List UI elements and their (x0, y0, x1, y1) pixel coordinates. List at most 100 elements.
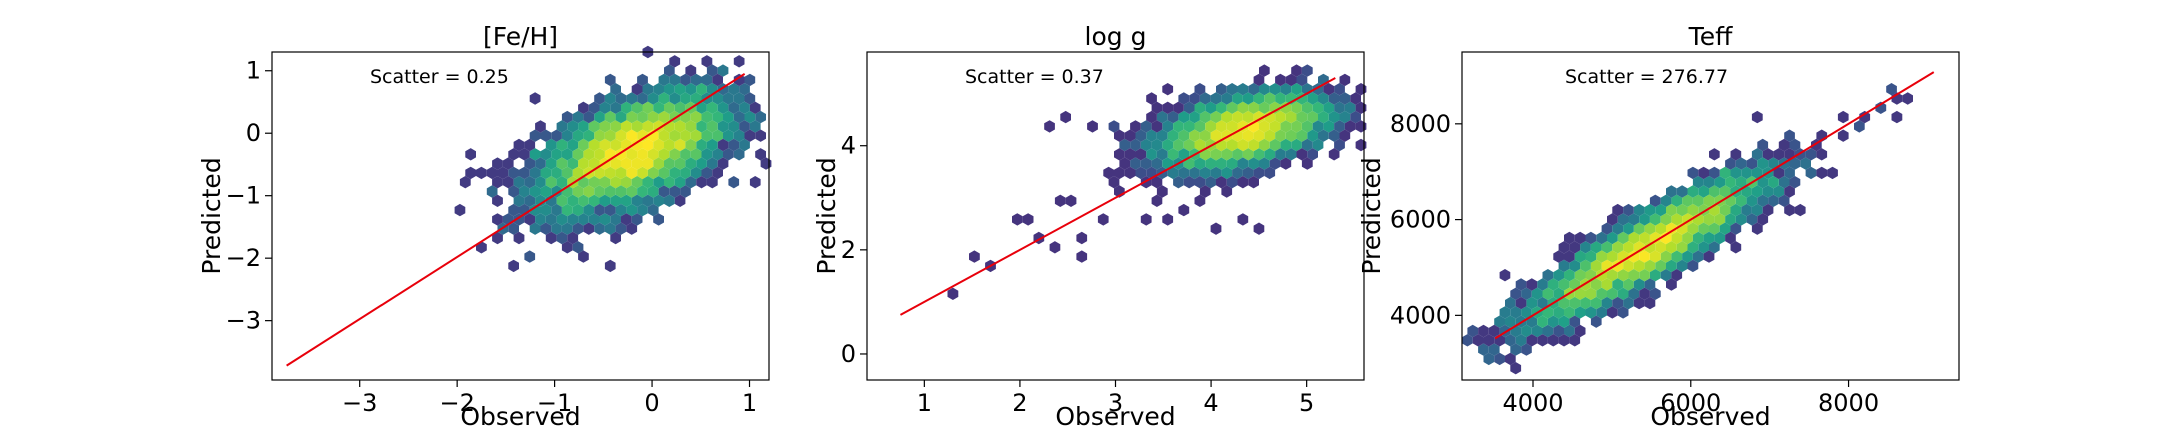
hex-bin (535, 176, 546, 189)
hex-bin (1778, 176, 1790, 189)
hex-bin (1012, 213, 1023, 226)
hex-bin (1837, 129, 1849, 142)
hex-bin (1660, 250, 1672, 263)
hex-bin (1259, 157, 1270, 170)
hex-bin (1628, 269, 1640, 282)
y-tick-label: 8000 (1390, 110, 1451, 138)
hex-bin (658, 148, 670, 161)
y-ticks: −3 −2 −1 0 1 (226, 57, 272, 335)
hex-bin (1355, 138, 1367, 152)
hex-bin (1655, 259, 1666, 273)
hex-bin (1639, 250, 1650, 263)
hex-bin (637, 73, 648, 87)
hex-bin (610, 231, 621, 245)
hex-bin (1259, 83, 1270, 96)
hex-bin (1178, 129, 1190, 142)
hex-bin (1735, 194, 1747, 207)
hex-bin (588, 120, 600, 133)
hex-bin (508, 185, 519, 198)
hex-bin (604, 92, 616, 105)
hex-bin (1607, 269, 1618, 282)
hex-bin (561, 241, 573, 254)
hex-bin (1521, 324, 1532, 338)
hex-bin (706, 64, 718, 77)
hex-bin (529, 148, 541, 161)
hex-bin (1617, 269, 1629, 282)
hex-bin (1617, 306, 1629, 319)
hex-bin (1210, 92, 1222, 105)
x-tick-label: 0 (644, 389, 659, 417)
hex-bin (1585, 231, 1597, 245)
hex-bin (647, 166, 659, 180)
hex-bin (739, 120, 750, 133)
hex-bin (1499, 306, 1511, 319)
hex-bin (567, 194, 579, 207)
hex-bin (621, 157, 632, 170)
hex-bin (1328, 148, 1340, 161)
fit-line (286, 73, 746, 367)
hex-bin (492, 231, 503, 245)
hex-bin (1730, 148, 1742, 161)
hex-bin (1210, 110, 1222, 124)
hex-bin (1558, 296, 1570, 310)
hex-bin (508, 259, 519, 273)
hex-bin (1617, 231, 1629, 245)
hex-bin (1312, 120, 1324, 133)
hex-bin (1762, 148, 1774, 161)
y-tick-label: −3 (226, 307, 261, 335)
hex-bin (685, 120, 697, 133)
chart-title: log g (1085, 22, 1147, 51)
hex-bin (540, 129, 552, 142)
hex-bin (1773, 166, 1785, 180)
hex-bin (583, 148, 595, 161)
hex-bin (1687, 259, 1699, 273)
hex-bin (1902, 92, 1913, 105)
hex-bin (674, 101, 686, 114)
hex-bin (1773, 148, 1785, 161)
hex-bin (556, 194, 568, 207)
hex-bin (1660, 231, 1672, 245)
x-tick-label: 5 (1299, 389, 1314, 417)
x-axis-label: Observed (1650, 402, 1770, 431)
hex-bin (1205, 176, 1216, 189)
hex-bin (1226, 101, 1238, 114)
hex-bin (1173, 138, 1184, 152)
hex-bin (642, 101, 654, 114)
hex-bin (1151, 138, 1163, 152)
hex-bin (653, 213, 664, 226)
hex-bin (642, 83, 654, 96)
hex-bin (524, 250, 536, 263)
hex-bin (674, 120, 686, 133)
hex-bin (561, 203, 573, 217)
hex-bin (669, 185, 681, 198)
hex-bin (1687, 241, 1699, 254)
hex-bin (706, 157, 718, 170)
hex-bin (1280, 120, 1292, 133)
hex-bin (1253, 73, 1265, 87)
hex-bin (599, 213, 611, 226)
hex-bin (1140, 120, 1152, 133)
hex-bin (1778, 138, 1790, 152)
hex-bin (626, 92, 638, 105)
hex-bin (1162, 138, 1174, 152)
hex-bin (717, 101, 729, 114)
hex-bin (1183, 120, 1195, 133)
plot-area (1462, 71, 1935, 375)
hex-bin (1334, 120, 1345, 133)
hex-bin (615, 203, 627, 217)
hex-bin (610, 120, 621, 133)
hex-bin (1339, 73, 1351, 87)
hex-bin (631, 157, 643, 170)
hex-bin (621, 120, 632, 133)
hex-bin (1649, 269, 1661, 282)
hex-bin (1167, 166, 1179, 180)
hex-bin (1323, 83, 1335, 96)
hex-bin (1280, 157, 1292, 170)
hex-bin (1574, 250, 1586, 263)
hex-bin (1216, 120, 1227, 133)
hex-bin (1205, 101, 1216, 114)
hex-bin (1644, 203, 1656, 217)
hex-bin (1633, 278, 1645, 291)
plot-area (899, 64, 1367, 316)
hex-bin (1189, 110, 1200, 124)
